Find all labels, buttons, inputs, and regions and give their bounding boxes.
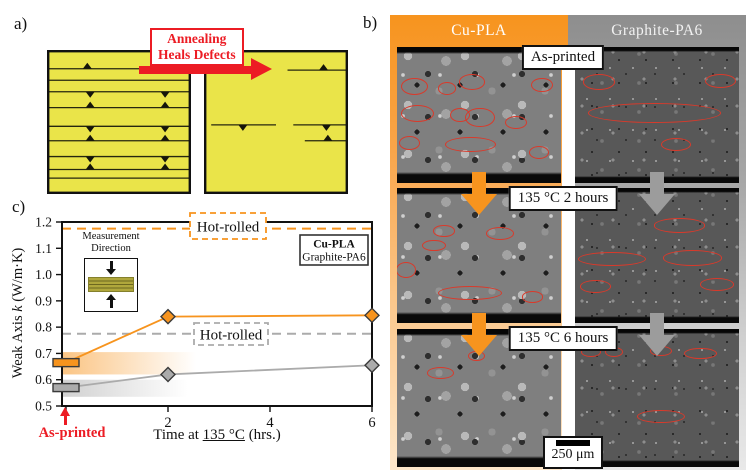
y-label-pre: Weak Axis [10, 311, 26, 379]
down-arrow-icon [461, 335, 497, 356]
arrow-stem [63, 416, 67, 425]
scale-bar-label: 250 μm [551, 447, 595, 462]
defect-annotation-ellipse [505, 116, 527, 130]
defect-annotation-ellipse [661, 138, 691, 151]
defect-annotation-ellipse [485, 227, 514, 240]
down-arrow-icon [639, 194, 675, 215]
defect-annotation-ellipse [579, 279, 612, 293]
svg-text:1.1: 1.1 [35, 241, 52, 256]
defect-annotation-ellipse [450, 107, 471, 122]
svg-text:0.6: 0.6 [35, 372, 52, 387]
panel-b-sem-comparison: Cu-PLA Graphite-PA6 As-printed 135 °C 2 … [390, 15, 746, 470]
panel-a-label: a) [14, 14, 28, 33]
defect-annotation-ellipse [653, 218, 705, 233]
svg-text:1.0: 1.0 [35, 267, 52, 282]
defect-annotation-ellipse [422, 239, 446, 252]
x-label-temperature: 135 °C [202, 427, 245, 443]
column-header-graphite-pa6: Graphite-PA6 [611, 22, 703, 39]
defect-annotation-ellipse [438, 285, 503, 301]
defect-annotation-ellipse [465, 107, 495, 128]
inset-title-line1: Measurement [82, 231, 140, 242]
svg-text:Hot-rolled: Hot-rolled [197, 220, 260, 236]
arrow-stem [472, 172, 486, 194]
stage-label-2-hours: 135 °C 2 hours [508, 186, 618, 211]
svg-text:4: 4 [266, 415, 274, 431]
defect-annotation-ellipse [397, 262, 417, 278]
sem-image-grid [390, 15, 746, 470]
down-arrow-icon [461, 194, 497, 215]
svg-text:1.2: 1.2 [35, 215, 52, 230]
defect-annotation-ellipse [662, 250, 723, 266]
defect-annotation-ellipse [529, 146, 550, 160]
down-arrow-icon [639, 335, 675, 356]
x-label-post: (hrs.) [244, 427, 281, 443]
arrow-stem [650, 172, 664, 194]
svg-text:0.9: 0.9 [35, 293, 52, 308]
svg-text:0.8: 0.8 [35, 320, 52, 335]
defect-annotation-ellipse [704, 73, 737, 88]
sample-cross-section [88, 277, 134, 293]
inset-title: Measurement Direction [80, 231, 142, 256]
defect-annotation-ellipse [699, 278, 735, 292]
up-arrow-icon [105, 294, 116, 309]
panel-c-label: c) [12, 197, 26, 216]
defect-annotation-ellipse [398, 136, 421, 151]
schematic-before-annealing [47, 50, 191, 194]
defect-annotation-ellipse [684, 347, 718, 360]
x-axis-label: Time at 135 °C (hrs.) [62, 427, 372, 444]
defect-annotation-ellipse [444, 136, 496, 153]
svg-text:Graphite-PA6: Graphite-PA6 [302, 252, 366, 264]
scale-bar-line [556, 440, 590, 446]
annealing-arrow [139, 66, 251, 74]
scale-bar: 250 μm [543, 436, 603, 469]
arrow-stem [472, 313, 486, 335]
y-label-k: k [10, 305, 26, 312]
anneal-step-arrow-gr-1 [639, 172, 675, 215]
defect-annotation-ellipse [521, 291, 544, 303]
defect-annotation-ellipse [438, 82, 457, 96]
defect-annotation-ellipse [401, 77, 428, 95]
defect-annotation-ellipse [583, 74, 615, 90]
stage-label-6-hours: 135 °C 6 hours [508, 326, 618, 351]
anneal-step-arrow-gr-2 [639, 313, 675, 356]
defect-annotation-ellipse [458, 74, 486, 90]
svg-text:Hot-rolled: Hot-rolled [200, 328, 263, 344]
inset-sample-box [84, 257, 138, 312]
as-printed-arrow [60, 407, 70, 425]
defect-annotation-ellipse [531, 77, 554, 92]
up-arrow-icon [60, 407, 70, 416]
defect-annotation-ellipse [578, 252, 646, 267]
svg-text:Cu-PLA: Cu-PLA [313, 239, 355, 251]
annealing-text-line1: Annealing [167, 31, 227, 46]
svg-text:2: 2 [164, 415, 171, 431]
svg-text:0.7: 0.7 [35, 346, 52, 361]
weak-axis-conductivity-chart: 0.5 0.6 0.7 0.8 0.9 1.0 1.1 1.2 2 4 6 Hot-rolled Hot… [35, 212, 380, 431]
panel-b-label: b) [363, 13, 378, 32]
y-axis-label: Weak Axis k (W/m·K) [10, 218, 30, 408]
measurement-direction-inset: Measurement Direction [80, 231, 142, 312]
defect-annotation-ellipse [401, 104, 435, 122]
schematic-after-annealing [204, 50, 348, 194]
x-label-pre: Time at [153, 427, 203, 443]
annealing-annotation: Annealing Heals Defects [150, 28, 244, 67]
down-arrow-icon [105, 261, 116, 276]
defect-annotation-ellipse [637, 410, 686, 424]
svg-text:0.5: 0.5 [35, 399, 52, 414]
anneal-step-arrow-cu-1 [461, 172, 497, 215]
defect-annotation-ellipse [427, 366, 454, 379]
stage-label-as-printed: As-printed [521, 45, 605, 70]
anneal-step-arrow-cu-2 [461, 313, 497, 356]
column-divider [562, 46, 575, 470]
annealing-arrow-head-icon [251, 58, 272, 80]
svg-text:6: 6 [368, 415, 375, 431]
defect-annotation-ellipse [433, 225, 455, 237]
inset-title-line2: Direction [91, 243, 131, 255]
annealing-text-line2: Heals Defects [158, 47, 236, 63]
arrow-stem [650, 313, 664, 335]
column-header-cu-pla: Cu-PLA [451, 22, 507, 39]
defect-annotation-ellipse [588, 103, 722, 124]
as-printed-annotation: As-printed [38, 425, 106, 441]
y-label-post: (W/m·K) [10, 247, 26, 306]
